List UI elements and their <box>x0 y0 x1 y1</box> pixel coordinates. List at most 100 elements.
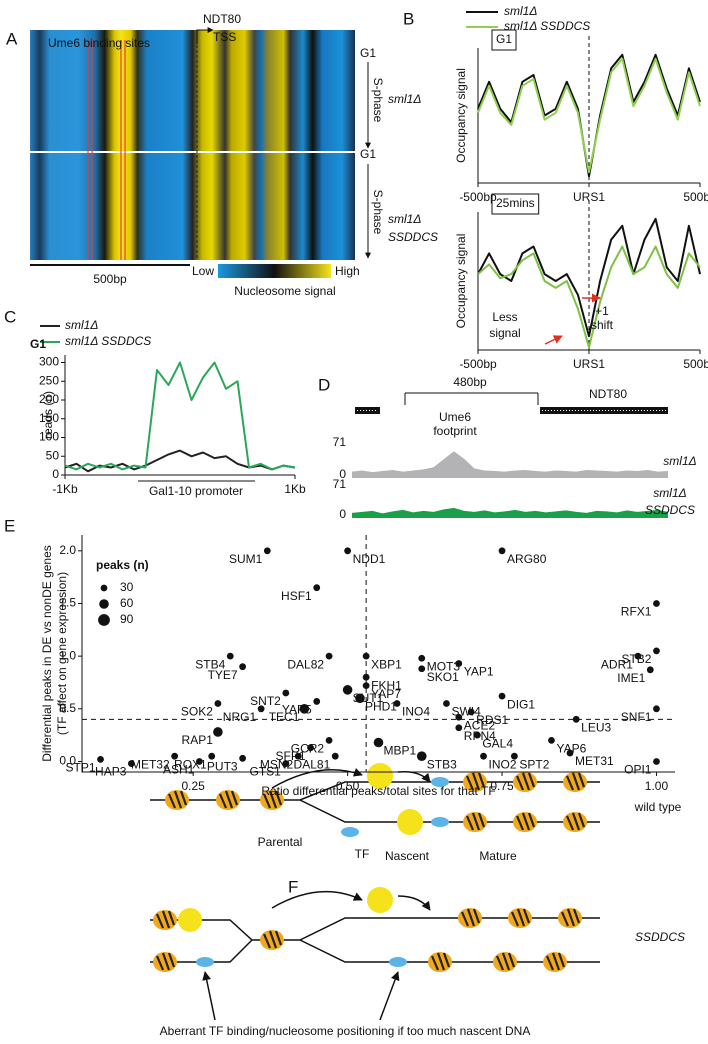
point-label: ROX1 <box>174 757 207 771</box>
point <box>331 752 339 760</box>
point-label: STP1 <box>66 761 96 775</box>
y-tick-label: 0 <box>339 467 346 481</box>
colorbar-label: Nucleosome signal <box>234 284 335 298</box>
point-label: SFP1 <box>276 749 306 763</box>
y-tick-label: 50 <box>46 448 60 462</box>
annotation-arrow <box>544 335 563 345</box>
heatmap-panel: Ume6 binding sites NDT80 TSS G1 S-phase … <box>30 12 438 298</box>
tss-arrow <box>196 27 214 44</box>
point-label: SKO1 <box>427 670 459 684</box>
row-strain: sml1Δ <box>388 212 421 226</box>
point <box>355 693 365 704</box>
point-label: INO2 <box>489 757 517 771</box>
colorbar <box>218 264 331 278</box>
point <box>455 713 463 721</box>
gene-bar <box>355 407 380 414</box>
label-box <box>491 193 540 215</box>
size-legend-dot <box>98 614 110 626</box>
x-tick-label: 500bp <box>683 357 708 371</box>
x-tick-label: URS1 <box>573 190 605 204</box>
point <box>239 663 247 671</box>
box-label: G1 <box>496 32 512 46</box>
point-label: ADR1 <box>601 657 633 671</box>
y-tick-label: 0 <box>52 467 59 481</box>
footprint-label: Ume6 <box>439 410 471 424</box>
point <box>418 665 426 673</box>
panel-label: E <box>4 516 15 535</box>
point-label: STB4 <box>195 657 225 671</box>
x-tick-label: 500bp <box>683 190 708 204</box>
point-label: DIG1 <box>507 697 535 711</box>
point-label: MBP1 <box>384 744 417 758</box>
panel-label: F <box>288 877 298 896</box>
point-label: MOT3 <box>427 659 461 673</box>
legend-label: sml1Δ <box>504 4 537 18</box>
point <box>307 744 314 752</box>
annotation: +1 <box>595 304 609 318</box>
label-box <box>491 29 517 51</box>
size-legend-title: peaks (n) <box>96 558 149 572</box>
heatmap <box>30 30 355 260</box>
point-label: DAL82 <box>287 657 324 671</box>
point-label: YAP6 <box>556 742 586 756</box>
point <box>443 700 450 707</box>
legend-label: sml1Δ SSDDCS <box>504 19 590 33</box>
diagram-caption: Aberrant TF binding/nucleosome positioni… <box>160 1024 531 1038</box>
diagram-label: wild type <box>634 800 682 814</box>
point <box>239 754 247 762</box>
size-legend-dot <box>99 599 109 609</box>
y-tick-label: 200 <box>39 392 59 406</box>
point <box>455 660 463 667</box>
point <box>498 692 506 700</box>
point-label: OPI1 <box>624 763 652 777</box>
row-strain: SSDDCS <box>388 230 438 244</box>
point <box>325 737 333 744</box>
point <box>634 652 642 660</box>
point-label: STB3 <box>427 757 457 771</box>
point-label: SNF1 <box>621 710 652 724</box>
point-label: RDS1 <box>476 713 508 727</box>
point-label: SUM1 <box>229 552 263 566</box>
point <box>480 752 487 760</box>
chart-title: G1 <box>30 337 46 351</box>
point <box>393 700 401 707</box>
y-tick-label: 0.5 <box>59 701 76 715</box>
point-label: IME1 <box>617 671 645 685</box>
x-tick-label: -500bp <box>459 190 497 204</box>
y-axis-label: Differential peaks in DE vs nonDE genes <box>40 545 54 762</box>
y-axis-label: reads (n) <box>41 391 55 439</box>
legend-label: sml1Δ SSDDCS <box>65 334 151 348</box>
point <box>226 652 234 660</box>
point <box>572 715 580 723</box>
point <box>263 547 271 555</box>
box-label: 25mins <box>496 196 535 210</box>
row-strain: sml1Δ <box>388 92 421 106</box>
point <box>566 749 574 757</box>
scale-label: 480bp <box>453 375 487 389</box>
point <box>313 698 321 705</box>
point-label: INO4 <box>402 705 430 719</box>
point-label: NDD1 <box>353 552 386 566</box>
point-label: SPT2 <box>519 757 549 771</box>
point-label: LEU3 <box>581 721 611 735</box>
diagram-label: Parental <box>258 835 303 849</box>
point <box>294 752 302 760</box>
y-tick-label: 300 <box>39 355 59 369</box>
point-label: ASH1 <box>163 763 195 777</box>
point <box>362 673 370 681</box>
point-label: MET31 <box>575 754 614 768</box>
footprint-label: footprint <box>433 424 477 438</box>
point <box>653 705 660 713</box>
y-tick-label: 0.0 <box>59 754 76 768</box>
x-tick-label: 0.25 <box>182 779 206 793</box>
point-label: GCR2 <box>291 742 325 756</box>
legend-label: sml1Δ <box>65 318 98 332</box>
diagram-label: TF <box>355 847 370 861</box>
x-tick-label: URS1 <box>573 357 605 371</box>
gene-bar <box>540 407 668 414</box>
point-label: GTS1 <box>250 765 282 779</box>
point-label: YAP1 <box>464 665 494 679</box>
y-tick-label: 2.0 <box>59 543 76 557</box>
point <box>128 760 135 767</box>
